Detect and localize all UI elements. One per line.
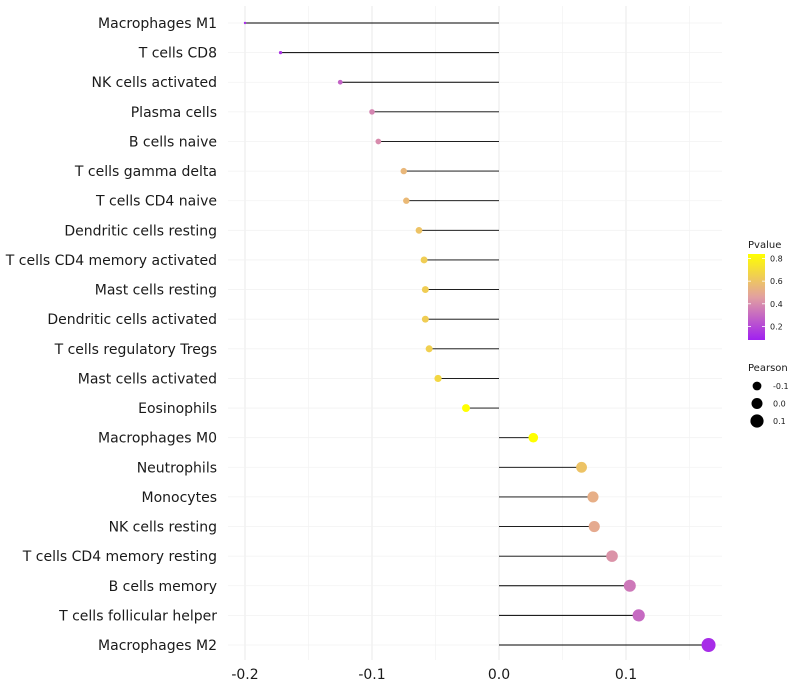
- y-tick-label: Macrophages M2: [98, 638, 217, 654]
- y-tick-label: Macrophages M1: [98, 16, 217, 32]
- lollipop-series: [243, 21, 716, 652]
- lollipop-point: [587, 491, 599, 503]
- lollipop-point: [337, 79, 343, 85]
- pvalue-legend: Pvalue 0.2 0.4 0.6 0.8: [748, 240, 783, 340]
- pearson-legend: Pearson -0.1 0.0 0.1: [748, 363, 789, 428]
- y-tick-label: NK cells activated: [92, 75, 217, 91]
- pvalue-tick-label: 0.6: [770, 277, 783, 286]
- x-axis: -0.2 -0.1 0.0 0.1: [231, 667, 637, 683]
- lollipop-point: [425, 345, 433, 353]
- lollipop-point: [632, 609, 645, 622]
- pvalue-tick-label: 0.8: [770, 255, 783, 264]
- pearson-tick-label: -0.1: [773, 382, 789, 391]
- y-tick-label: T cells CD8: [138, 46, 217, 62]
- lollipop-point: [434, 374, 442, 383]
- y-tick-label: T cells regulatory Tregs: [54, 342, 217, 358]
- pvalue-colorbar: [748, 254, 765, 340]
- pvalue-tick-label: 0.2: [770, 322, 783, 331]
- lollipop-point: [420, 256, 428, 264]
- x-tick-label: 0.1: [615, 667, 637, 683]
- x-tick-label: 0.0: [488, 667, 510, 683]
- pearson-key-point: [751, 398, 763, 409]
- pearson-tick-label: 0.0: [773, 400, 786, 409]
- lollipop-point: [588, 520, 600, 533]
- grid-lines: [228, 6, 722, 660]
- lollipop-point: [243, 21, 247, 25]
- y-tick-label: B cells naive: [129, 134, 217, 150]
- y-tick-label: T cells follicular helper: [58, 608, 217, 624]
- pearson-tick-label: 0.1: [773, 417, 786, 426]
- pvalue-legend-title: Pvalue: [748, 240, 781, 251]
- lollipop-point: [369, 109, 375, 115]
- lollipop-point: [462, 404, 470, 413]
- y-tick-label: Plasma cells: [131, 105, 217, 121]
- lollipop-point: [415, 226, 423, 234]
- y-tick-label: T cells CD4 memory activated: [5, 253, 217, 269]
- y-tick-label: Dendritic cells resting: [64, 223, 217, 239]
- y-tick-label: T cells CD4 memory resting: [22, 549, 217, 565]
- lollipop-point: [400, 167, 407, 175]
- y-tick-label: Neutrophils: [137, 460, 217, 476]
- lollipop-point: [278, 50, 283, 55]
- y-tick-label: B cells memory: [109, 579, 217, 595]
- y-axis: Macrophages M1 T cells CD8 NK cells activa…: [5, 16, 217, 654]
- y-tick-label: Mast cells activated: [78, 371, 217, 387]
- pearson-key-point: [752, 381, 762, 391]
- y-tick-label: Dendritic cells activated: [47, 312, 217, 328]
- lollipop-point: [421, 286, 429, 294]
- y-tick-label: T cells gamma delta: [74, 164, 217, 180]
- lollipop-point: [403, 197, 410, 204]
- y-tick-label: NK cells resting: [109, 520, 217, 536]
- y-tick-label: T cells CD4 naive: [95, 194, 217, 210]
- lollipop-point: [421, 315, 429, 323]
- lollipop-point: [606, 550, 618, 562]
- pearson-legend-title: Pearson: [748, 363, 788, 374]
- pvalue-tick-label: 0.4: [770, 300, 783, 309]
- y-tick-label: Monocytes: [142, 490, 217, 506]
- y-tick-label: Eosinophils: [138, 401, 217, 417]
- lollipop-point: [623, 579, 636, 592]
- x-tick-label: -0.2: [231, 667, 258, 683]
- y-tick-label: Macrophages M0: [98, 431, 217, 447]
- lollipop-point: [576, 461, 587, 473]
- pearson-key-point: [750, 414, 764, 428]
- x-tick-label: -0.1: [358, 667, 385, 683]
- lollipop-point: [701, 638, 716, 652]
- lollipop-point: [375, 138, 382, 145]
- y-tick-label: Mast cells resting: [95, 283, 217, 299]
- lollipop-point: [528, 432, 539, 443]
